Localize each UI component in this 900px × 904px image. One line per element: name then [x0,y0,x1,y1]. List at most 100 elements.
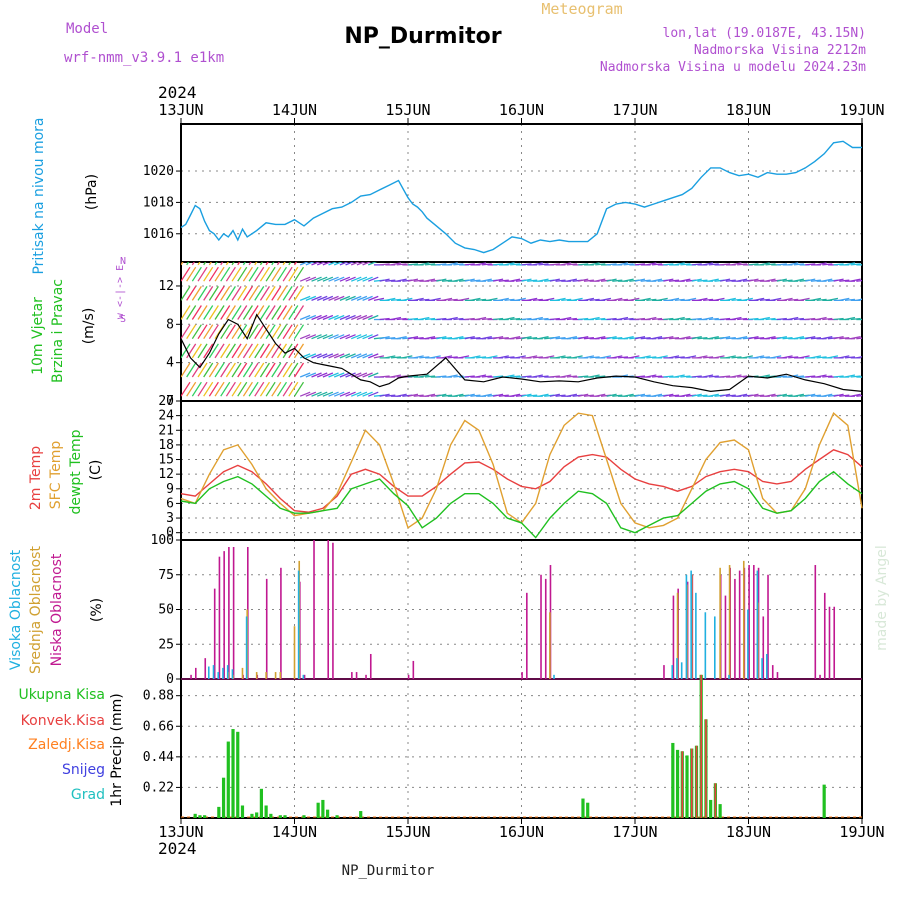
precip-bar [695,745,698,818]
precip-bar [217,806,221,818]
xtick-bottom-label: 16JUN [499,823,544,841]
ytick-label-temperature: 12 [158,467,174,482]
precip-bar [714,783,717,818]
page-title: NP_Durmitor [344,24,501,49]
precip-legend-hail: Grad [71,787,105,803]
plot-area: 1016101810200481203691215182124270255075… [143,101,885,841]
precip-bar [586,802,590,818]
wind-ylabel-2: Brzina i Pravac [50,279,66,383]
cloud-ylabel-1: Visoka Oblacnost [8,549,24,670]
pressure-ylabel-1: Pritisak na nivou mora [31,117,47,274]
xtick-top-label: 13JUN [158,101,203,119]
precip-bar [681,751,684,818]
xtick-top-label: 18JUN [726,101,771,119]
precip-legend-snow: Snijeg [62,762,105,778]
wind-compass-n: N [120,256,126,267]
ytick-label-precip: 0.66 [143,719,174,734]
cloud-ylabel-4: (%) [89,598,105,622]
wind-compass-label: w <-|-> E [115,265,126,319]
precip-bar [302,815,306,818]
xtick-top-label: 15JUN [385,101,430,119]
precip-bar [193,813,197,818]
precip-bar [198,815,202,818]
precip-bar [685,755,689,818]
ytick-label-precip: 0.44 [143,750,174,765]
precip-bar [283,815,287,818]
temp-ylabel-2: SFC Temp [48,441,64,510]
panel-frame-pressure [180,123,863,263]
wind-ylabel-3: (m/s) [81,308,97,345]
xtick-top-label: 16JUN [499,101,544,119]
ytick-label-wind: 12 [158,279,174,294]
panel-frame-wind [180,261,863,402]
precip-bar [335,815,339,818]
subtitle: Meteogram [541,0,622,18]
precip-legend-conv: Konvek.Kisa [21,713,105,729]
temp-ylabel-3: dewpt Temp [68,429,84,514]
pressure-line [180,140,862,254]
precip-legend-total: Ukupna Kisa [18,687,105,703]
precip-bar [675,749,680,818]
xtick-bottom-label: 18JUN [726,823,771,841]
ytick-label-temperature: 21 [158,423,174,438]
precip-bar [326,809,330,818]
ytick-label-wind: 0 [166,394,174,409]
elevation-label: Nadmorska Visina 2212m [694,43,866,58]
precip-bar [226,741,230,818]
xtick-top-label: 19JUN [839,101,884,119]
xtick-bottom-label: 17JUN [612,823,657,841]
xtick-bottom-label: 19JUN [839,823,884,841]
precip-bar [255,812,259,818]
ytick-label-temperature: 0 [166,526,174,541]
precip-bar [581,798,585,818]
precip-bar [700,674,703,818]
precip-bar [822,784,826,818]
xtick-bottom-label: 13JUN [158,823,203,841]
ytick-label-clouds: 100 [151,533,174,548]
xtick-bottom-label: 14JUN [272,823,317,841]
ytick-label-clouds: 50 [158,603,174,618]
model-elevation-label: Nadmorska Visina u modelu 2024.23m [600,60,866,75]
wind-barbs [181,262,862,397]
ytick-label-clouds: 75 [158,568,174,583]
precip-bar [264,805,268,818]
year-top: 2024 [158,83,197,102]
ytick-label-temperature: 18 [158,438,174,453]
precip-bar [240,805,245,818]
precip-bar [259,788,263,818]
ytick-label-wind: 8 [166,317,174,332]
precip-bar [321,799,325,818]
watermark: made by Angel [874,545,890,651]
panel-frame-clouds [180,539,863,680]
wind-ylabel-1: 10m Vjetar [30,297,46,375]
ytick-label-pressure: 1020 [143,164,174,179]
ytick-label-precip: 0.88 [143,689,174,704]
precip-bar [709,799,713,818]
model-name: wrf-nmm_v3.9.1 e1km [64,50,224,66]
xtick-top-label: 14JUN [272,101,317,119]
precip-bar [316,802,320,818]
dewpoint-line [180,470,863,539]
precip-bar [236,731,240,818]
ytick-label-clouds: 0 [166,672,174,687]
footer-label: NP_Durmitor [342,863,435,879]
temp-ylabel-1: 2m Temp [28,446,44,510]
ytick-label-clouds: 25 [158,637,174,652]
ytick-label-temperature: 15 [158,453,174,468]
precip-bar [705,719,707,818]
ytick-label-temperature: 6 [166,496,174,511]
precip-bar [269,813,273,818]
wind-speed-line [180,313,863,393]
precip-bar [203,815,207,818]
precip-bar [231,729,235,818]
precip-bar [671,742,675,818]
ytick-label-temperature: 24 [158,409,174,424]
precip-bar [690,748,693,818]
precip-bar [221,777,226,818]
panel-frame-temperature [180,400,863,541]
cloud-ylabel-3: Niska Oblacnost [49,553,65,666]
precip-bar [278,815,282,818]
ytick-label-precip: 0.22 [143,780,174,795]
pressure-ylabel-2: (hPa) [84,174,100,210]
